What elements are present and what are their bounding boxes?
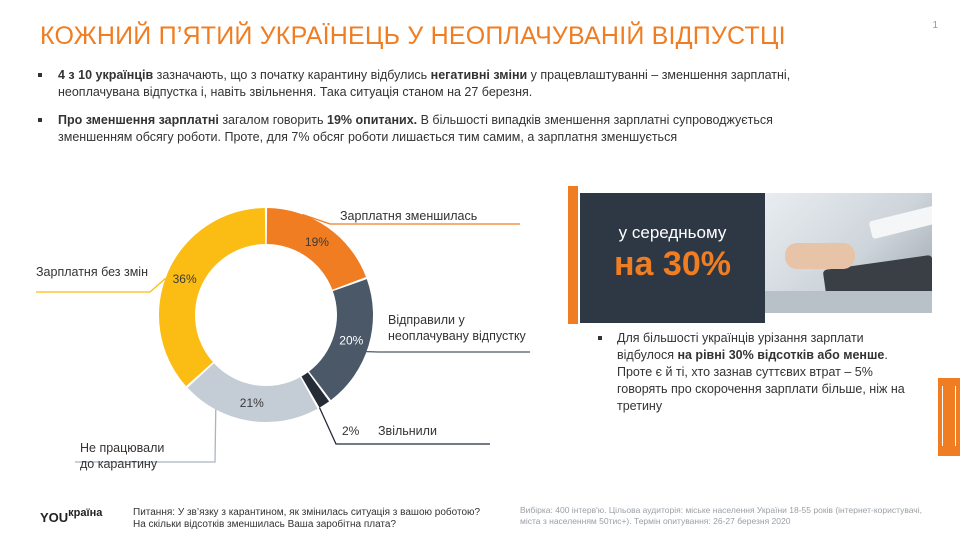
leader-line [318, 407, 490, 445]
donut-slice [309, 279, 373, 401]
slice-label-not-working: до карантину [80, 457, 158, 471]
slice-label-salary-decreased: Зарплатня зменшилась [340, 209, 477, 223]
donut-slice [301, 372, 330, 408]
slice-value-label: 36% [173, 272, 197, 286]
chart-labels: 19% Зарплатня зменшилась 20% Відправили у не… [36, 209, 527, 471]
donut-slice [266, 208, 367, 290]
chart-leaders [36, 213, 530, 463]
slice-label-not-working: Не працювали [80, 441, 164, 455]
leader-line [302, 213, 520, 225]
survey-source: Вибірка: 400 інтерв'ю. Цільова аудиторія… [520, 505, 922, 526]
page-title: КОЖНИЙ П’ЯТИЙ УКРАЇНЕЦЬ У НЕОПЛАЧУВАНІЙ … [40, 22, 786, 50]
slice-value-label: 2% [342, 424, 360, 438]
survey-question: Питання: У зв’язку з карантином, як змін… [133, 507, 481, 530]
calculator-photo [765, 193, 932, 313]
bullet-marker [598, 336, 602, 340]
leader-line [36, 277, 166, 293]
bullet-2: Про зменшення зарплатні загалом говорить… [38, 112, 798, 146]
slice-label-unpaid-leave: неоплачувану відпустку [388, 329, 527, 343]
leader-line [75, 409, 217, 463]
callout-value: на 30% [614, 245, 731, 283]
callout-accent-bar [568, 186, 578, 324]
slice-value-label: 20% [339, 333, 363, 347]
slice-label-fired: Звільнили [378, 424, 437, 438]
brand-logo: YOUкраїна [40, 507, 103, 525]
donut-slice [159, 208, 266, 387]
page-number: 1 [932, 20, 938, 31]
side-logo-tab [938, 378, 960, 456]
donut-chart: 19% Зарплатня зменшилась 20% Відправили у не… [36, 208, 530, 471]
bullet-marker [38, 118, 42, 122]
slice-label-salary-unchanged: Зарплатня без змін [36, 265, 148, 279]
note-text: Для більшості українців урізання зарплат… [617, 331, 905, 413]
bullet-marker [38, 73, 42, 77]
bullet-1-text: 4 з 10 українців зазначають, що з початк… [58, 68, 791, 99]
note: Для більшості українців урізання зарплат… [598, 330, 918, 415]
bullet-1: 4 з 10 українців зазначають, що з початк… [38, 67, 798, 101]
donut-slice [187, 363, 318, 422]
callout-box: у середньому на 30% [580, 193, 765, 323]
slice-label-unpaid-leave: Відправили у [388, 313, 465, 327]
chart-slices [159, 208, 373, 422]
slice-value-label: 21% [240, 396, 264, 410]
calculator-illustration [765, 205, 932, 313]
bullet-2-text: Про зменшення зарплатні загалом говорить… [58, 113, 773, 144]
callout-subtitle: у середньому [618, 223, 727, 242]
slice-value-label: 19% [305, 235, 329, 249]
